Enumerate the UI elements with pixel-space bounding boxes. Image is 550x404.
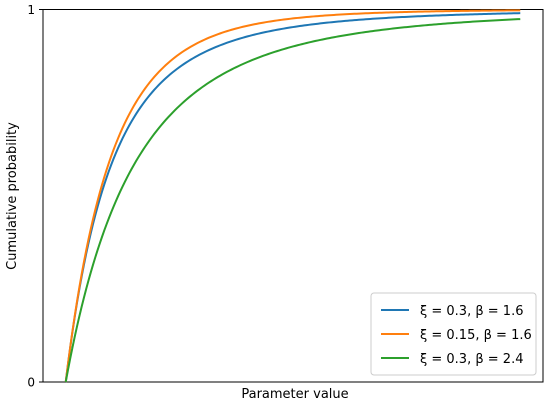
legend-label-2: ξ = 0.3, β = 2.4 [420, 352, 523, 367]
y-tick-label-1: 1 [27, 3, 35, 17]
x-axis-label: Parameter value [241, 387, 348, 402]
legend-label-0: ξ = 0.3, β = 1.6 [420, 304, 523, 319]
legend-box [370, 292, 537, 376]
series-line-2 [64, 18, 521, 383]
y-tick-label-0: 0 [27, 376, 35, 390]
legend-label-1: ξ = 0.15, β = 1.6 [420, 328, 532, 343]
legend: ξ = 0.3, β = 1.6 ξ = 0.15, β = 1.6 ξ = 0… [370, 292, 537, 376]
plot-frame [42, 9, 544, 383]
series-line-0 [64, 12, 521, 383]
series-lines [64, 9, 521, 383]
series-line-1 [64, 9, 521, 383]
y-axis-label: Cumulative probability [5, 122, 20, 270]
